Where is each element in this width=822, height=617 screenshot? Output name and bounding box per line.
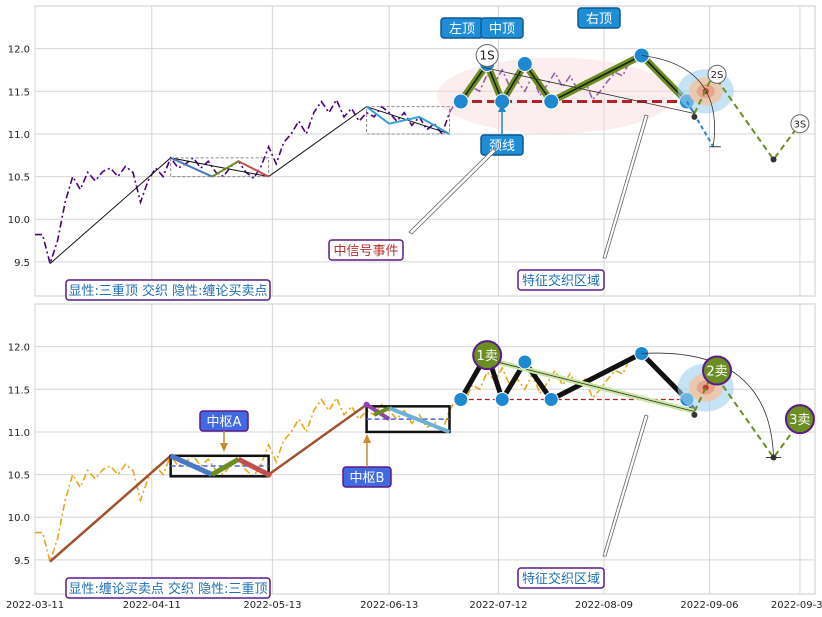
marker-s2-label: 2S (711, 70, 724, 81)
pattern-point (452, 93, 469, 110)
bottom-y-tick-label: 12.0 (8, 343, 30, 354)
legend-bottom: 显性:缠论买卖点 交织 隐性:三重顶 (68, 581, 267, 597)
top-y-tick-label: 12.0 (8, 45, 30, 56)
x-tick-label: 2022-04-11 (123, 600, 181, 611)
top-y-tick-label: 9.5 (14, 258, 30, 269)
top-box-a-seg2 (211, 160, 239, 178)
top-plot-area (34, 5, 816, 297)
x-tick-label: 2022-03-11 (6, 600, 64, 611)
top-y-tick-label: 10.5 (8, 173, 30, 184)
projection-path-bottom (693, 370, 801, 460)
center-box-top-b (366, 106, 450, 135)
x-tick-label: 2022-08-09 (575, 600, 633, 611)
label-right-top: 右顶 (586, 12, 612, 27)
label-center-b: 中枢B (350, 471, 385, 486)
legend-top: 显性:三重顶 交织 隐性:缠论买卖点 (68, 283, 267, 299)
x-tick-label: 2022-05-13 (243, 600, 301, 611)
bottom-pattern-point (453, 392, 469, 408)
label-signal-event-box (328, 239, 404, 261)
marker-sell2 (702, 355, 733, 386)
projection-point (770, 156, 777, 163)
marker-sell1-label: 1卖 (477, 349, 498, 364)
bottom-pattern-point (517, 354, 533, 370)
top-box-a-seg3 (238, 160, 270, 178)
marker-s2 (707, 64, 727, 84)
bottom-y-tick-label: 11.0 (8, 428, 30, 439)
center-box-top-a (170, 157, 270, 178)
price-line-top (35, 54, 639, 267)
top-box-b-seg (365, 105, 450, 135)
target-projection-blue (686, 101, 715, 148)
marker-sell3 (784, 404, 815, 435)
box-b-seg3 (388, 406, 451, 434)
box-a-seg2 (210, 457, 240, 477)
pattern-point (543, 93, 560, 110)
bottom-up-stroke-2 (267, 403, 368, 476)
bottom-pattern-point (494, 392, 510, 408)
box-a-end (265, 471, 272, 478)
signal-event-arrow (408, 148, 497, 235)
projection-path-top (693, 72, 801, 162)
bottom-y-tick-label: 9.5 (14, 556, 30, 567)
x-tick-label: 2022-09-30 (771, 600, 822, 611)
zone-arrow-bottom (602, 414, 649, 557)
x-tick-label: 2022-09-06 (680, 600, 738, 611)
label-signal-event: 中信号事件 (333, 244, 398, 259)
marker-sell3-label: 3卖 (789, 413, 810, 428)
x-tick-label: 2022-07-12 (469, 600, 527, 611)
label-zone-top: 特征交织区域 (522, 273, 600, 289)
label-zone-bottom: 特征交织区域 (522, 571, 600, 587)
bottom-plot-area (34, 303, 816, 595)
label-center-a: 中枢A (207, 415, 242, 430)
marker-s3 (790, 114, 810, 134)
target-arc-bottom (641, 352, 774, 458)
projection-point-bottom (770, 454, 777, 461)
label-left-top: 左顶 (449, 22, 475, 37)
box-b-start (363, 401, 370, 408)
marker-sell1 (472, 340, 503, 371)
marker-sell2-label: 2卖 (706, 365, 727, 380)
top-y-tick-label: 11.5 (8, 87, 30, 98)
trend-line-top (483, 67, 695, 114)
label-right-top-box (577, 7, 621, 29)
price-line-bottom (35, 352, 639, 565)
marker-s1-label: 1S (480, 48, 495, 62)
bottom-pattern-point (543, 392, 559, 408)
bottom-y-tick-label: 10.5 (8, 471, 30, 482)
pattern-point (516, 56, 533, 72)
neckline-pointer-head (498, 104, 506, 112)
label-zone-top-box (517, 269, 605, 291)
bottom-y-tick-label: 11.5 (8, 385, 30, 396)
legend-top-box (65, 279, 271, 301)
top-box-a-seg1 (170, 156, 213, 178)
legend-bottom-box (65, 577, 271, 599)
marker-s1 (475, 43, 499, 67)
center-a-pointer-head (220, 443, 228, 452)
zone-arrow-top (602, 114, 649, 259)
x-tick-label: 2022-06-13 (360, 600, 418, 611)
top-y-tick-label: 10.0 (8, 215, 30, 226)
top-y-tick-label: 11.0 (8, 130, 30, 141)
label-mid-top: 中顶 (489, 22, 515, 37)
box-a-seg1 (169, 453, 214, 477)
box-b-seg2 (373, 406, 391, 417)
label-zone-bottom-box (517, 567, 605, 589)
projection-point (691, 113, 698, 120)
center-b-pointer-head (363, 434, 371, 443)
bottom-up-stroke-1 (49, 454, 172, 563)
target-arc-top (641, 55, 715, 147)
projection-point-bottom (691, 411, 698, 418)
box-a-seg3 (237, 457, 270, 477)
marker-s3-label: 3S (794, 120, 807, 131)
bottom-y-tick-label: 10.0 (8, 513, 30, 524)
label-mid-top-box (480, 17, 524, 39)
